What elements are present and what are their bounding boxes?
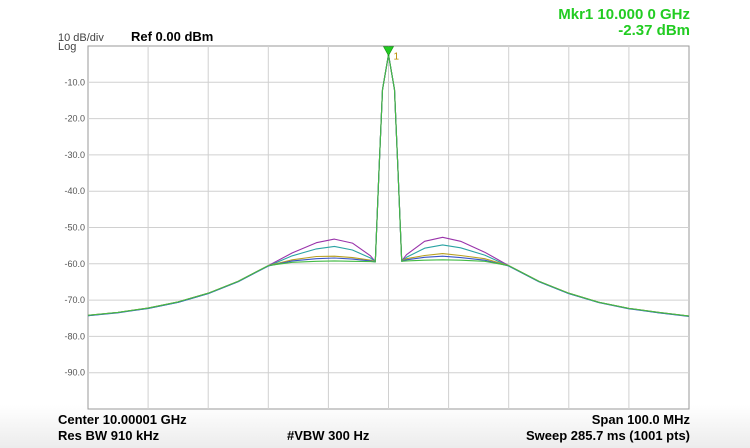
- reference-level: Ref 0.00 dBm: [131, 29, 214, 44]
- center-frequency: Center 10.00001 GHz: [58, 412, 187, 427]
- sweep-time: Sweep 285.7 ms (1001 pts): [525, 428, 690, 443]
- marker-number-label: 1: [394, 52, 400, 63]
- y-tick-label: -90.0: [64, 368, 85, 378]
- y-tick-label: -40.0: [64, 186, 85, 196]
- y-tick-labels: -10.0 -20.0 -30.0 -40.0 -50.0 -60.0 -70.0 -80.0…: [64, 77, 85, 377]
- y-tick-label: -50.0: [64, 223, 85, 233]
- marker-amplitude-readout: -2.37 dBm: [618, 22, 690, 39]
- marker-triangle-icon: [382, 46, 395, 57]
- y-tick-label: -60.0: [64, 259, 85, 269]
- y-tick-label: -10.0: [64, 77, 85, 87]
- y-tick-label: -80.0: [64, 331, 85, 341]
- resolution-bandwidth: Res BW 910 kHz: [58, 428, 160, 443]
- marker-layer: 1: [382, 46, 400, 63]
- scale-per-division: 10 dB/div: [58, 32, 104, 44]
- y-tick-label: -30.0: [64, 150, 85, 160]
- plot-grid: [87, 45, 690, 410]
- y-tick-label: -20.0: [64, 114, 85, 124]
- video-bandwidth: #VBW 300 Hz: [287, 428, 370, 443]
- marker-frequency-readout: Mkr1 10.000 0 GHz: [558, 6, 690, 23]
- y-tick-label: -70.0: [64, 295, 85, 305]
- scale-type: Log: [58, 41, 77, 53]
- frequency-span: Span 100.0 MHz: [591, 412, 690, 427]
